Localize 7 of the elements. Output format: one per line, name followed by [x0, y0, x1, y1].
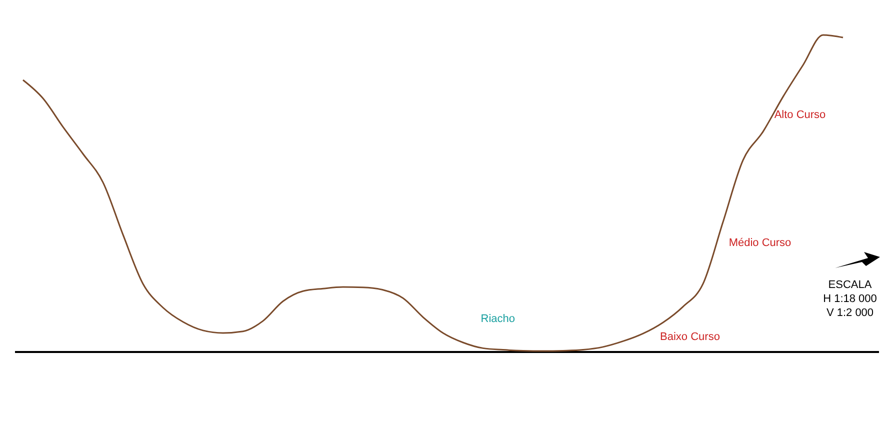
annotation: H 1:18 000 [823, 293, 877, 305]
annotation: Alto Curso [774, 109, 826, 121]
annotation: ESCALA [828, 279, 872, 291]
annotation: Médio Curso [728, 237, 792, 249]
annotation: V 1:2 000 [826, 307, 874, 319]
annotation: Baixo Curso [660, 331, 720, 343]
annotation: Riacho [480, 313, 515, 325]
